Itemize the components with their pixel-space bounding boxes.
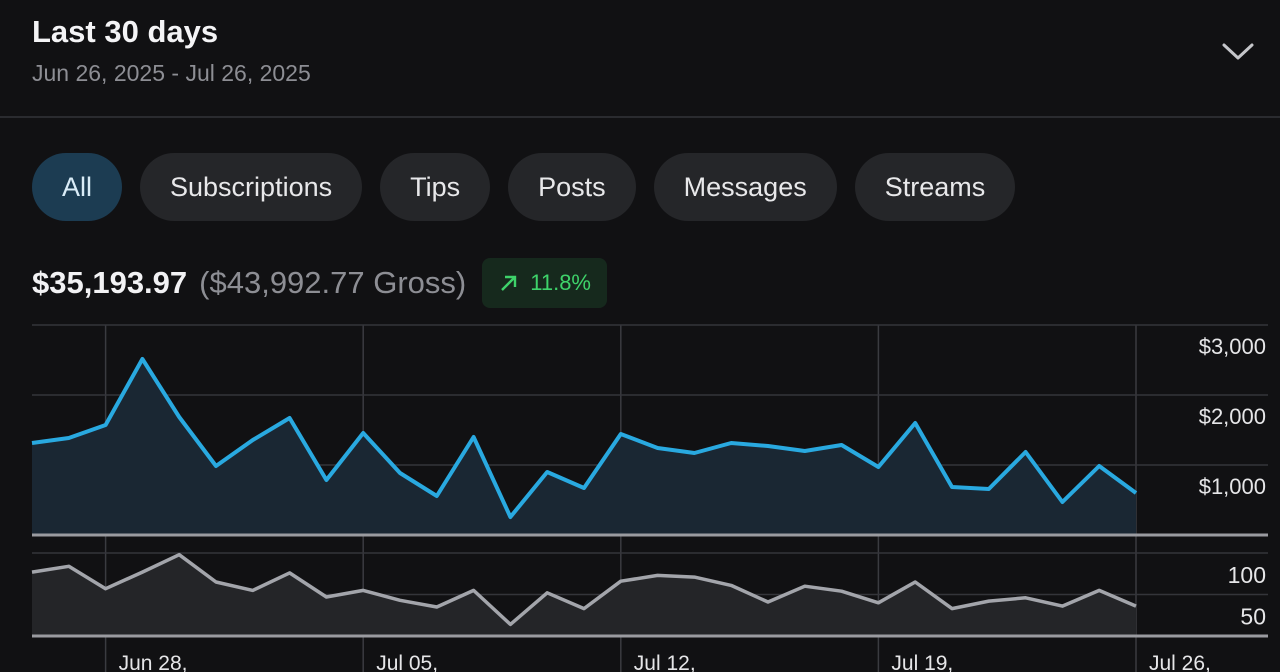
y-tick-label: 100: [1228, 562, 1266, 588]
x-tick-label: Jul 05,: [376, 652, 438, 672]
series-area: [32, 359, 1136, 535]
chevron-down-icon[interactable]: [1218, 36, 1258, 66]
date-range: Jun 26, 2025 - Jul 26, 2025: [32, 60, 311, 86]
gross-earnings: ($43,992.77 Gross): [199, 265, 467, 300]
x-tick-label: Jul 19,: [891, 652, 953, 672]
filter-all[interactable]: All: [32, 153, 123, 221]
x-tick-label: Jul 12,: [634, 652, 696, 672]
filter-streams[interactable]: Streams: [854, 153, 1016, 221]
y-tick-label: $2,000: [1199, 404, 1266, 429]
divider: [0, 116, 1280, 118]
filter-posts[interactable]: Posts: [508, 153, 636, 221]
data-points: [31, 554, 1137, 625]
category-filters: All Subscriptions Tips Posts Messages St…: [32, 153, 1016, 221]
filter-subscriptions[interactable]: Subscriptions: [140, 153, 363, 221]
y-tick-label: $1,000: [1199, 474, 1266, 499]
change-percent: 11.8%: [530, 270, 591, 295]
y-tick-label: $3,000: [1199, 334, 1266, 359]
arrow-up-right-icon: [501, 275, 517, 291]
date-range-header[interactable]: Last 30 days Jun 26, 2025 - Jul 26, 2025: [32, 14, 311, 87]
series-area: [32, 554, 1136, 636]
earnings-summary: $35,193.97 ($43,992.77 Gross) 11.8%: [32, 258, 607, 308]
data-points: [31, 358, 1137, 518]
filter-messages[interactable]: Messages: [653, 153, 837, 221]
x-tick-label: Jun 28,: [119, 652, 188, 672]
filter-tips[interactable]: Tips: [380, 153, 491, 221]
y-tick-label: 50: [1240, 604, 1266, 630]
net-earnings: $35,193.97: [32, 265, 188, 300]
change-badge: 11.8%: [482, 258, 607, 308]
period-title: Last 30 days: [32, 14, 219, 49]
x-tick-label: Jul 26,: [1149, 652, 1211, 672]
